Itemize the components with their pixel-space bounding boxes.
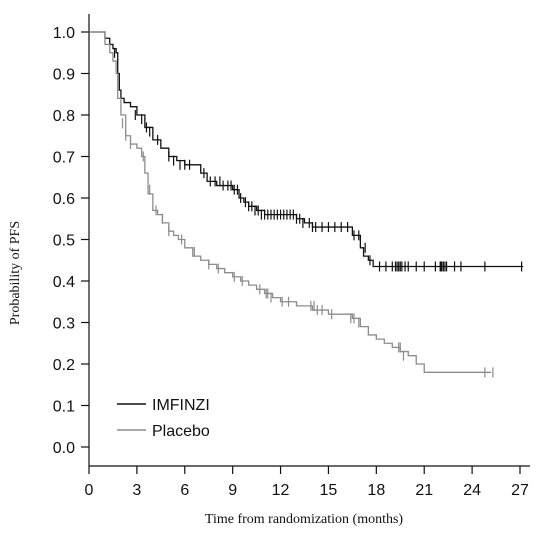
x-tick-label: 18 [367,482,385,499]
legend: IMFINZI Placebo [117,397,210,440]
legend-label: Placebo [152,423,210,440]
y-tick-label: 0.8 [53,108,75,125]
y-tick-label: 0.7 [53,150,75,167]
legend-label: IMFINZI [152,397,210,414]
y-tick-label: 0.2 [53,357,75,374]
legend-item-placebo: Placebo [117,423,210,440]
y-tick-label: 0.6 [53,191,75,208]
x-tick-label: 15 [320,482,338,499]
y-axis-label: Probability of PFS [8,221,23,325]
x-tick-label: 21 [415,482,433,499]
x-tick-label: 9 [228,482,237,499]
x-tick-label: 12 [272,482,290,499]
x-tick-label: 0 [85,482,94,499]
x-tick-label: 24 [463,482,481,499]
series-placebo [89,31,494,378]
series-layer [89,31,524,378]
y-tick-label: 0.5 [53,233,75,250]
y-tick-label: 0.4 [53,274,75,291]
x-tick-label: 27 [511,482,529,499]
y-tick-label: 0.0 [53,440,75,457]
y-tick-label: 0.1 [53,399,75,416]
x-axis-label: Time from randomization (months) [205,512,404,527]
series-line-imfinzi [89,31,524,268]
x-tick-label: 3 [132,482,141,499]
series-imfinzi [89,31,524,272]
y-tick-label: 0.3 [53,316,75,333]
x-tick-label: 6 [180,482,189,499]
legend-item-imfinzi: IMFINZI [117,397,210,414]
y-tick-label: 0.9 [53,67,75,84]
axes: 0.0 0.1 0.2 0.3 0.4 0.5 0.6 0.7 0.8 0.9 1.0 0 3 6 9 12 1… [53,14,530,499]
y-tick-label: 1.0 [53,25,75,42]
series-line-placebo [89,31,492,373]
